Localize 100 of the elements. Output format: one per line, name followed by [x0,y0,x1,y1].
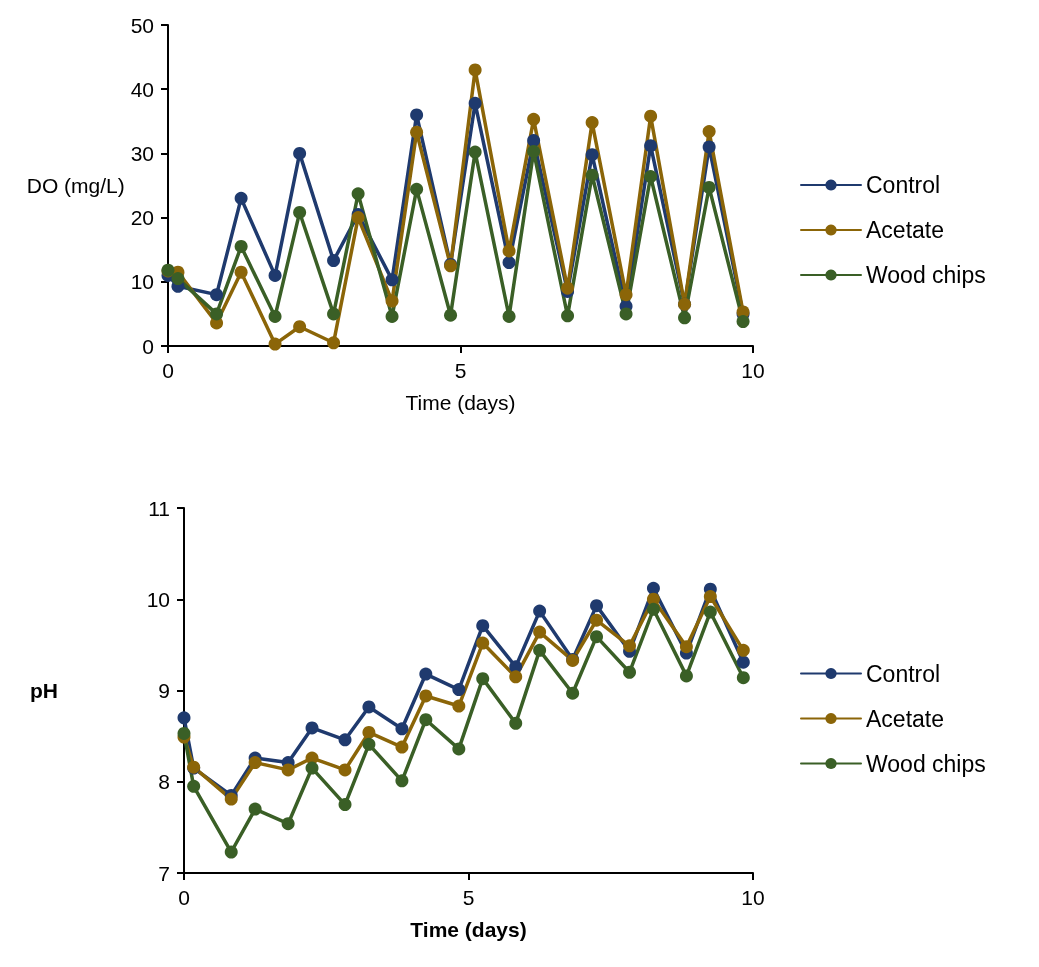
point [468,145,482,159]
legend-label: Control [866,172,941,198]
point [210,307,224,321]
point [327,307,341,321]
point [646,581,660,595]
point [268,337,282,351]
point [736,671,750,685]
point [452,699,466,713]
point [293,146,307,160]
point [619,307,633,321]
legend-label: Control [866,660,941,687]
point [590,599,604,613]
point [327,336,341,350]
x-axis-title: Time (days) [410,918,527,941]
point [395,774,409,788]
point [395,740,409,754]
point [703,590,717,604]
point [736,655,750,669]
point [623,665,637,679]
point [527,112,541,126]
y-axis-title: pH [30,679,58,702]
point [585,148,599,162]
point [679,640,693,654]
point [419,667,433,681]
point [502,256,516,270]
point [177,711,191,725]
point [362,725,376,739]
point [224,845,238,859]
point [533,643,547,657]
point [410,182,424,196]
point [385,273,399,287]
point [362,737,376,751]
x-tick-label: 10 [741,886,765,909]
y-tick-label: 10 [130,270,154,294]
point [248,802,262,816]
point [476,619,490,633]
point [351,211,365,225]
point [338,733,352,747]
legend-label: Wood chips [866,750,986,777]
point [476,636,490,650]
point [502,244,516,258]
point [561,309,575,323]
point [533,625,547,639]
x-axis-title: Time (days) [405,391,516,414]
point [509,716,523,730]
point [281,817,295,831]
point [736,643,750,657]
point [452,742,466,756]
point [468,63,482,77]
point [585,116,599,130]
y-axis-title: DO (mg/L) [26,174,125,197]
point [395,722,409,736]
point [338,763,352,777]
point [281,763,295,777]
y-tick-label: 11 [148,496,170,520]
point [234,265,248,279]
y-tick-label: 8 [158,770,170,794]
point [502,309,516,323]
point [566,686,580,700]
x-tick-label: 5 [462,886,475,909]
point [702,125,716,139]
y-tick-label: 0 [142,334,154,358]
point [351,187,365,201]
point [177,726,191,740]
point [619,288,633,302]
point [703,605,717,619]
point [444,308,458,322]
x-tick-label: 0 [178,886,190,909]
point [293,320,307,334]
point [234,239,248,253]
y-tick-label: 9 [158,679,170,702]
y-tick-label: 10 [146,587,170,611]
point [385,294,399,308]
point [419,689,433,703]
point [268,268,282,282]
point [644,109,658,123]
point [419,713,433,727]
point [468,96,482,110]
point [533,604,547,618]
point [623,639,637,653]
point [234,191,248,205]
point [679,669,693,683]
legend-label: Acetate [866,217,944,243]
point [385,309,399,323]
point [293,205,307,219]
y-tick-label: 50 [130,13,154,37]
point [527,144,541,158]
point [736,315,750,329]
point [644,139,658,153]
point [327,254,341,268]
point [362,700,376,714]
legend-label: Wood chips [866,262,986,288]
point [509,670,523,684]
point [678,311,692,325]
point [644,170,658,184]
point [590,613,604,627]
point [590,630,604,644]
point [452,683,466,697]
point [305,721,319,735]
point [171,272,185,286]
